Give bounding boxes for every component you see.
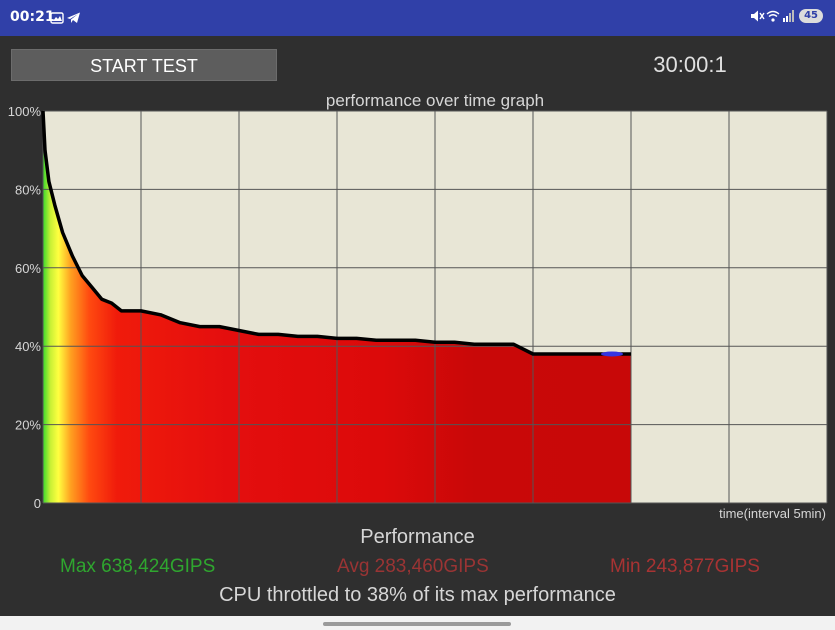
grid-lines (42, 110, 828, 504)
performance-title: Performance (360, 526, 475, 548)
test-timer: 30:00:1 (653, 52, 727, 77)
gesture-handle[interactable] (323, 622, 511, 626)
performance-graph: performance over time graph 100% 80% 60% 40… (8, 91, 828, 521)
wifi-icon (766, 10, 780, 22)
performance-line (41, 110, 631, 356)
y-tick-label: 20% (15, 418, 41, 433)
min-performance: Min 243,877GIPS (610, 556, 760, 577)
navigation-bar (0, 616, 835, 630)
battery-indicator: 45 (799, 9, 823, 23)
x-axis-label: time(interval 5min) (719, 506, 826, 521)
app-content: START TEST 30:00:1 performance over time… (0, 36, 835, 616)
signal-icon (783, 10, 795, 22)
current-position-marker (601, 351, 623, 357)
y-tick-label: 40% (15, 339, 41, 354)
y-tick-label: 100% (8, 104, 42, 119)
telegram-icon (67, 12, 80, 23)
throttle-summary: CPU throttled to 38% of its max performa… (219, 584, 616, 606)
y-axis-ticks: 100% 80% 60% 40% 20% 0 (8, 104, 42, 511)
status-right-icons: 45 (750, 9, 823, 23)
graph-title: performance over time graph (326, 91, 544, 110)
status-time: 00:21 (10, 9, 55, 25)
y-tick-label: 60% (15, 261, 41, 276)
avg-performance: Avg 283,460GIPS (337, 556, 489, 577)
gallery-icon (50, 12, 64, 24)
performance-area (43, 111, 631, 503)
start-test-button[interactable]: START TEST (11, 49, 277, 81)
y-tick-label: 80% (15, 182, 41, 197)
status-bar: 00:21 (0, 0, 835, 36)
max-performance: Max 638,424GIPS (60, 556, 216, 577)
mute-icon (751, 10, 765, 22)
status-left-icons (50, 10, 82, 29)
y-tick-label: 0 (34, 496, 41, 511)
